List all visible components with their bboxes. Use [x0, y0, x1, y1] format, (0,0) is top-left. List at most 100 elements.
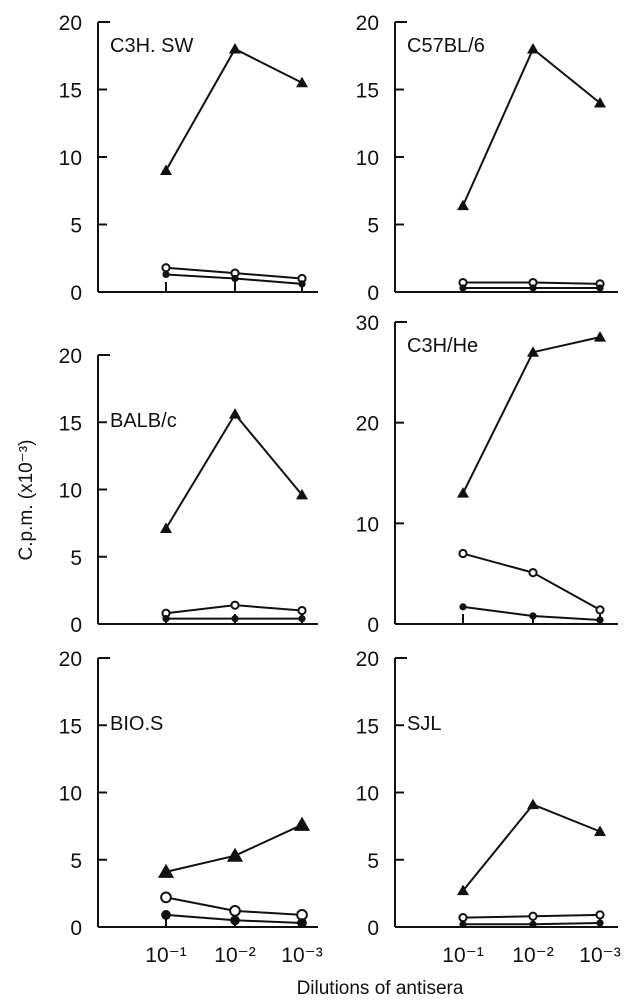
- y-tick-label: 15: [59, 715, 82, 738]
- x-tick-label: 10⁻²: [512, 944, 553, 967]
- filled-circle-point: [529, 284, 537, 292]
- y-tick-label: 10: [59, 480, 82, 503]
- panel-5: 0 5 10 15 20 10⁻¹ 10⁻² 10⁻³ BIO.S: [59, 648, 323, 967]
- y-tick-label: 10: [356, 783, 379, 806]
- y-tick-label: 10: [356, 147, 379, 170]
- y-tick-label: 30: [356, 312, 379, 335]
- triangle-point: [160, 164, 172, 175]
- y-tick-label: 0: [70, 917, 82, 940]
- filled-circle-point: [298, 280, 306, 288]
- panel-6: 0 5 10 15 20 10⁻¹ 10⁻² 10⁻³ SJL: [356, 648, 621, 967]
- y-tick-label: 10: [59, 783, 82, 806]
- y-tick-label: 0: [367, 917, 379, 940]
- panel-2: 0 5 10 15 20 C57BL/6: [356, 12, 618, 305]
- triangle-point: [594, 825, 606, 837]
- triangle-series-line: [462, 336, 601, 494]
- open-circle-point: [458, 548, 468, 559]
- y-tick-label: 0: [367, 614, 379, 637]
- open-circle-point: [528, 568, 538, 578]
- filled-circle-point: [529, 612, 537, 620]
- triangle-point: [457, 884, 469, 896]
- triangle-point: [226, 847, 244, 862]
- x-tick-label: 10⁻²: [214, 944, 255, 967]
- filled-circle-point: [596, 284, 604, 292]
- y-tick-label: 5: [367, 850, 379, 873]
- filled-circle-point: [162, 615, 170, 623]
- panel-label: SJL: [407, 713, 441, 735]
- y-tick-label: 15: [59, 412, 82, 435]
- filled-circle-point: [459, 603, 467, 611]
- y-tick-label: 15: [59, 80, 82, 103]
- panel-label: C3H. SW: [110, 35, 193, 57]
- triangle-point: [594, 331, 606, 342]
- y-tick-label: 20: [356, 648, 379, 671]
- triangle-series-line: [462, 803, 601, 892]
- open-circle-point: [229, 905, 241, 917]
- open-circle-point: [230, 600, 240, 610]
- panel-label: BALB/c: [110, 410, 177, 432]
- triangle-point: [527, 43, 539, 54]
- open-circle-point: [161, 263, 171, 273]
- x-tick-label: 10⁻³: [579, 944, 620, 967]
- triangle-point: [457, 199, 469, 211]
- triangle-series-line: [165, 412, 303, 530]
- panel-label: BIO.S: [110, 713, 163, 735]
- panel-3: 0 5 10 15 20 BALB/c: [59, 345, 318, 637]
- x-tick-label: 10⁻¹: [442, 944, 483, 967]
- y-tick-label: 10: [59, 147, 82, 170]
- y-tick-label: 5: [70, 215, 82, 238]
- y-tick-label: 20: [59, 12, 82, 35]
- open-circle-point: [297, 605, 307, 616]
- triangle-point: [160, 522, 172, 534]
- filled-circle-point: [596, 616, 604, 624]
- triangle-point: [296, 76, 308, 88]
- y-tick-label: 10: [356, 513, 379, 536]
- y-axis-title: C.p.m. (x10⁻³): [16, 440, 37, 561]
- filled-circle-point: [596, 919, 604, 927]
- triangle-point: [457, 487, 469, 498]
- filled-circle-point: [459, 920, 467, 928]
- open-circle-point: [458, 912, 468, 923]
- y-tick-label: 5: [70, 850, 82, 873]
- y-tick-label: 20: [59, 648, 82, 671]
- filled-circle-point: [231, 615, 239, 623]
- triangle-point: [296, 488, 308, 500]
- triangle-point: [229, 43, 241, 54]
- y-tick-label: 0: [70, 614, 82, 637]
- filled-circle-point: [231, 274, 239, 283]
- filled-circle-point: [529, 920, 537, 928]
- triangle-series-line: [165, 823, 303, 873]
- filled-circle-point: [161, 910, 171, 920]
- chart-panels: 0 5 10 15 20 C3H. SW 0 5 10 15 20 C57BL/6 0 5 10 15 20 BA…: [59, 12, 621, 967]
- filled-circle-point: [298, 615, 306, 623]
- open-circle-point: [160, 891, 172, 904]
- triangle-point: [293, 816, 311, 831]
- y-tick-label: 20: [356, 413, 379, 436]
- triangle-point: [594, 97, 606, 108]
- triangle-point: [229, 408, 241, 419]
- x-tick-label: 10⁻³: [281, 944, 322, 967]
- filled-circle-point: [230, 915, 240, 926]
- open-circle-point: [595, 910, 605, 920]
- y-tick-label: 20: [59, 345, 82, 368]
- y-tick-label: 15: [356, 715, 379, 738]
- open-circle-point: [595, 605, 605, 615]
- triangle-point: [157, 863, 175, 878]
- y-tick-label: 0: [70, 282, 82, 305]
- y-tick-label: 20: [356, 12, 379, 35]
- filled-circle-point: [297, 918, 307, 928]
- y-tick-label: 0: [367, 282, 379, 305]
- y-tick-label: 5: [367, 215, 379, 238]
- open-circle-series-line: [462, 552, 601, 611]
- triangle-point: [527, 798, 539, 810]
- triangle-series-line: [165, 47, 303, 171]
- filled-circle-point: [162, 270, 170, 279]
- y-tick-label: 15: [356, 80, 379, 103]
- panel-4: 0 10 20 30 C3H/He: [356, 312, 618, 637]
- triangle-series-line: [462, 47, 601, 207]
- x-axis-title: Dilutions of antisera: [297, 978, 464, 999]
- filled-circle-point: [459, 284, 467, 292]
- panel-1: 0 5 10 15 20 C3H. SW: [59, 12, 318, 305]
- panel-label: C57BL/6: [407, 35, 485, 57]
